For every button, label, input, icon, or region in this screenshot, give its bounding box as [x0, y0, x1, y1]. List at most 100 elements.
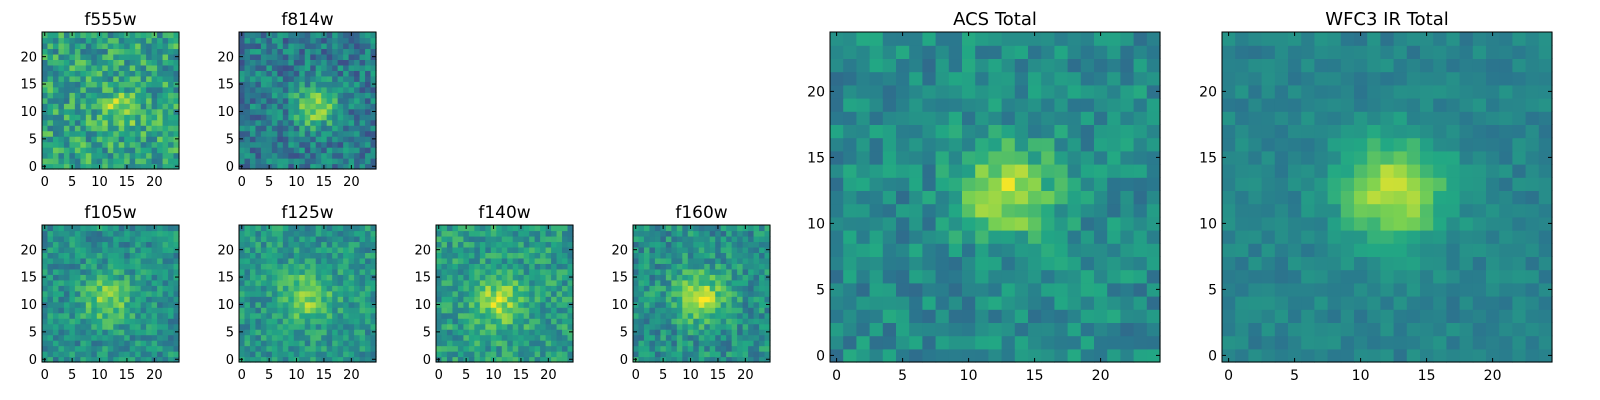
heatmap-cell	[1512, 296, 1527, 310]
heatmap-cell	[1235, 177, 1249, 191]
heatmap-cell	[882, 203, 897, 218]
x-tick-label: 0	[41, 175, 49, 190]
heatmap-cell	[1301, 164, 1315, 178]
heatmap-cell	[348, 235, 355, 243]
heatmap-cell	[282, 119, 289, 126]
heatmap-cell	[654, 279, 661, 286]
heatmap-cell	[129, 103, 136, 110]
heatmap-cell	[962, 84, 976, 99]
heatmap-cell	[102, 32, 109, 39]
heatmap-cell	[545, 252, 552, 259]
heatmap-cell	[315, 70, 322, 77]
heatmap-cell	[1001, 335, 1016, 350]
heatmap-cell	[107, 42, 114, 50]
heatmap-cell	[759, 241, 766, 248]
heatmap-cell	[962, 282, 976, 297]
heatmap-cell	[343, 136, 350, 143]
heatmap-cell	[687, 235, 694, 243]
heatmap-cells	[633, 225, 771, 363]
heatmap-cell	[277, 268, 284, 275]
heatmap-cell	[671, 230, 678, 237]
heatmap-cell	[693, 323, 700, 330]
heatmap-cell	[96, 48, 103, 55]
heatmap-cell	[337, 318, 344, 325]
heatmap-cell	[882, 164, 897, 178]
heatmap-cell	[704, 246, 711, 253]
heatmap-cell	[709, 235, 716, 243]
heatmap-cell	[244, 158, 251, 165]
heatmap-cell	[58, 279, 65, 286]
heatmap-cell	[1080, 190, 1095, 205]
heatmap-cell	[753, 268, 760, 275]
heatmap-cell	[146, 70, 153, 77]
heatmap-cell	[348, 53, 355, 60]
heatmap-cell	[1094, 243, 1108, 257]
heatmap-cell	[726, 351, 733, 358]
heatmap-cell	[523, 296, 530, 303]
heatmap-cell	[1080, 150, 1095, 165]
heatmap-cell	[496, 290, 503, 297]
heatmap-cell	[988, 150, 1003, 165]
heatmap-cell	[288, 235, 295, 243]
heatmap-cell	[682, 307, 689, 314]
heatmap-cell	[1094, 282, 1108, 297]
heatmap-cell	[359, 312, 366, 319]
heatmap-cell	[457, 329, 464, 336]
heatmap-cell	[556, 279, 563, 286]
heatmap-cell	[1512, 309, 1527, 323]
heatmap-cell	[869, 84, 884, 99]
heatmap-cell	[47, 323, 54, 330]
heatmap-cell	[687, 285, 694, 292]
heatmap-cell	[42, 130, 49, 137]
heatmap-cell	[151, 97, 158, 104]
heatmap-cell	[698, 356, 705, 363]
x-tick-label: 10	[91, 368, 108, 383]
heatmap-cell	[107, 32, 114, 39]
heatmap-cell	[277, 81, 284, 88]
heatmap-cell	[720, 279, 727, 286]
heatmap-cell	[315, 86, 322, 93]
heatmap-cell	[715, 285, 722, 292]
heatmap-cell	[698, 345, 705, 352]
heatmap-cell	[63, 163, 70, 170]
heatmap-cell	[1067, 45, 1082, 59]
heatmap-cell	[135, 257, 142, 264]
heatmap-cell	[58, 32, 65, 39]
heatmap-cell	[529, 345, 536, 352]
heatmap-cell	[759, 329, 766, 336]
heatmap-cell	[293, 290, 300, 297]
heatmap-cell	[463, 312, 470, 319]
heatmap-cell	[545, 257, 552, 264]
heatmap-cell	[638, 241, 645, 248]
heatmap-cell	[457, 351, 464, 358]
heatmap-cell	[365, 235, 372, 243]
heatmap-cell	[69, 114, 76, 121]
heatmap-cell	[102, 103, 109, 110]
heatmap-cell	[479, 351, 486, 358]
heatmap-cell	[731, 329, 738, 336]
heatmap-cell	[63, 356, 70, 363]
heatmap-cell	[446, 274, 454, 281]
heatmap-cell	[1001, 282, 1016, 297]
x-tick-label: 10	[91, 175, 108, 190]
heatmap-cell	[643, 351, 651, 358]
heatmap-cell	[168, 92, 175, 99]
heatmap-cell	[843, 309, 857, 323]
heatmap-cell	[446, 345, 454, 352]
heatmap-cell	[47, 152, 54, 159]
heatmap-cell	[168, 279, 175, 286]
heatmap-cell	[96, 285, 103, 292]
heatmap-cell	[1107, 335, 1121, 350]
heatmap-cell	[682, 340, 689, 347]
heatmap-cell	[277, 329, 284, 336]
heatmap-cell	[47, 268, 54, 275]
heatmap-cell	[96, 268, 103, 275]
heatmap-cell	[1146, 124, 1161, 139]
heatmap-cell	[162, 301, 169, 308]
x-tick-label: 5	[265, 175, 273, 190]
heatmap-cell	[479, 257, 486, 264]
heatmap-cell	[266, 130, 273, 137]
heatmap-cell	[436, 345, 443, 352]
heatmap-cell	[654, 296, 661, 303]
heatmap-cell	[63, 307, 70, 314]
